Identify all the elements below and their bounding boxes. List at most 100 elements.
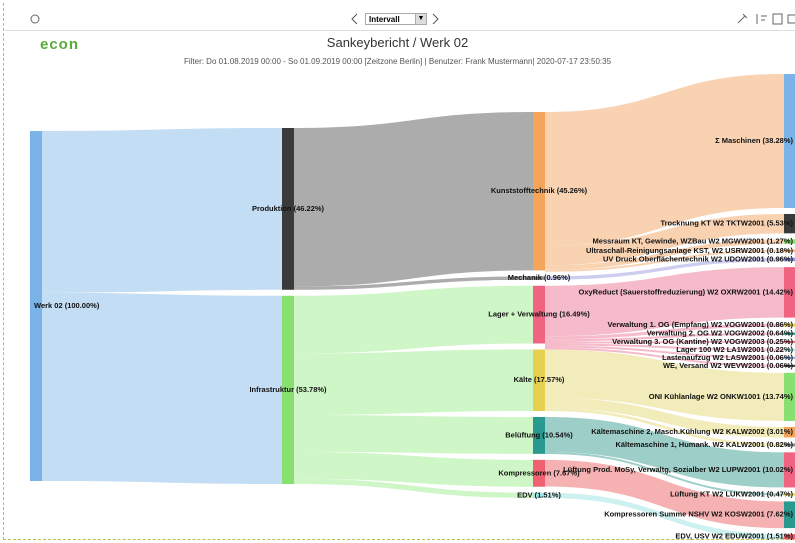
node-label: Σ Maschinen (38.28%) bbox=[715, 136, 793, 145]
sankey-node bbox=[533, 276, 545, 280]
logo: econ bbox=[40, 36, 80, 53]
node-label: Kältemaschine 1, Humank. W2 KALW2001 (0.… bbox=[615, 440, 793, 449]
node-label: ONI Kühlanlage W2 ONKW1001 (13.74%) bbox=[649, 392, 794, 401]
sankey-link bbox=[42, 128, 282, 293]
interval-select[interactable]: Intervall ▼ bbox=[365, 13, 427, 25]
report-title: Sankeybericht / Werk 02 bbox=[326, 35, 469, 50]
sankey-node bbox=[784, 534, 795, 540]
node-label: Trocknung KT W2 TKTW2001 (5.53%) bbox=[660, 219, 793, 228]
sankey-node bbox=[784, 348, 795, 351]
sankey-node bbox=[784, 332, 795, 335]
node-label: Verwaltung 2. OG W2 VOGW2002 (0.64%) bbox=[647, 329, 794, 338]
sankey-link bbox=[545, 239, 784, 270]
filter-line: Filter: Do 01.08.2019 00:00 - So 01.09.2… bbox=[183, 57, 612, 66]
sankey-link bbox=[294, 112, 533, 287]
node-label: EDV, USV W2 EDUW2001 (1.51%) bbox=[675, 532, 793, 541]
sankey-node bbox=[784, 501, 795, 529]
sankey-node bbox=[784, 452, 795, 488]
refresh-icon[interactable] bbox=[30, 14, 40, 24]
sankey-link bbox=[545, 332, 784, 342]
toolbar: Intervall ▼ bbox=[5, 8, 795, 31]
node-label: Kälte (17.57%) bbox=[514, 375, 565, 384]
settings-icon[interactable] bbox=[737, 13, 748, 24]
node-label: Kompressoren (7.67%) bbox=[498, 468, 580, 477]
sankey-node bbox=[784, 239, 795, 244]
node-label: Kältemaschine 2, Masch.Kühlung W2 KALW20… bbox=[591, 427, 793, 436]
sankey-link bbox=[294, 276, 533, 290]
prev-arrow[interactable] bbox=[351, 13, 358, 25]
sankey-link bbox=[294, 285, 533, 354]
sankey-link bbox=[545, 347, 784, 367]
node-label: Messraum KT, Gewinde, WZBau W2 MGWW2001 … bbox=[593, 237, 794, 246]
sort-icon[interactable] bbox=[756, 14, 767, 24]
sankey-node bbox=[533, 285, 545, 344]
sankey-node bbox=[784, 356, 795, 359]
node-label: Ultraschall-Reinigungsanlage KST, W2 USR… bbox=[586, 246, 794, 255]
sankey-link bbox=[545, 213, 784, 266]
sankey-node bbox=[533, 416, 545, 454]
sankey-node bbox=[784, 213, 795, 234]
sankey-link bbox=[545, 459, 784, 529]
node-label: Lager 100 W2 LA1W2001 (0.22%) bbox=[676, 345, 793, 354]
sankey-node bbox=[784, 493, 795, 496]
sankey-node bbox=[533, 492, 545, 498]
sankey-node bbox=[784, 426, 795, 438]
sankey-node bbox=[784, 323, 795, 327]
node-label: EDV (1.51%) bbox=[517, 490, 561, 499]
node-label: Lastenaufzug W2 LASW2001 (0.06%) bbox=[662, 353, 793, 362]
sankey-link bbox=[545, 257, 784, 280]
sankey-link bbox=[545, 74, 784, 246]
sankey-link bbox=[545, 267, 784, 337]
save-icon[interactable] bbox=[772, 13, 783, 25]
sankey-link bbox=[42, 292, 282, 484]
node-label: Infrastruktur (53.78%) bbox=[249, 385, 327, 394]
frame-border bbox=[3, 3, 795, 540]
sankey-node bbox=[784, 257, 795, 262]
toolbar-icons bbox=[30, 13, 795, 25]
print-icon[interactable] bbox=[787, 14, 795, 24]
node-label: Verwaltung 1. OG (Empfang) W2 VOGW2001 (… bbox=[608, 320, 794, 329]
sankey-link bbox=[545, 249, 784, 272]
sankey-node bbox=[282, 128, 294, 290]
node-label: UV Druck Oberflächentechnik W2 UDOW2001 … bbox=[603, 254, 794, 263]
node-label: Kompressoren Summe NSHV W2 KOSW2001 (7.6… bbox=[604, 510, 793, 519]
sankey-node bbox=[784, 443, 795, 447]
sankey-node bbox=[533, 349, 545, 411]
sankey-link bbox=[545, 492, 784, 540]
sankey-link bbox=[545, 349, 784, 421]
node-label: Belüftung (10.54%) bbox=[505, 430, 573, 439]
sankey-link bbox=[545, 343, 784, 351]
sankey-link bbox=[545, 408, 784, 447]
sankey-node bbox=[282, 295, 294, 484]
sankey-link bbox=[545, 345, 784, 359]
node-label: Lüftung KT W2 LUKW2001 (0.47%) bbox=[670, 489, 793, 498]
sankey-link bbox=[294, 478, 533, 498]
node-label: Mechanik (0.96%) bbox=[508, 273, 571, 282]
sankey-link bbox=[545, 323, 784, 340]
sankey-link bbox=[294, 451, 533, 487]
node-label: Produktion (46.22%) bbox=[252, 204, 325, 213]
sankey-link bbox=[545, 397, 784, 438]
sankey-link bbox=[545, 452, 784, 496]
node-label: OxyReduct (Sauerstoffreduzierung) W2 OXR… bbox=[579, 287, 794, 296]
sankey-node bbox=[784, 267, 795, 318]
select-text: Intervall bbox=[369, 15, 400, 24]
select-button[interactable]: ▼ bbox=[415, 14, 426, 24]
node-label: Kunststofftechnik (45.26%) bbox=[491, 186, 588, 195]
node-label: WE, Versand W2 WEVW2001 (0.06%) bbox=[663, 361, 794, 370]
node-label: Lager + Verwaltung (16.49%) bbox=[488, 310, 590, 319]
sankey-link bbox=[545, 340, 784, 344]
sankey-link bbox=[545, 416, 784, 488]
sankey-node bbox=[784, 340, 795, 343]
sankey-node bbox=[533, 459, 545, 487]
node-label: Verwaltung 3. OG (Kantine) W2 VOGW2003 (… bbox=[612, 337, 793, 346]
sankey-node bbox=[784, 364, 795, 367]
next-arrow[interactable] bbox=[432, 13, 439, 25]
sankey-node bbox=[784, 74, 795, 208]
sankey-node bbox=[784, 372, 795, 421]
sankey-node bbox=[784, 249, 795, 252]
sankey-node bbox=[533, 112, 545, 271]
sankey-link bbox=[294, 349, 533, 415]
